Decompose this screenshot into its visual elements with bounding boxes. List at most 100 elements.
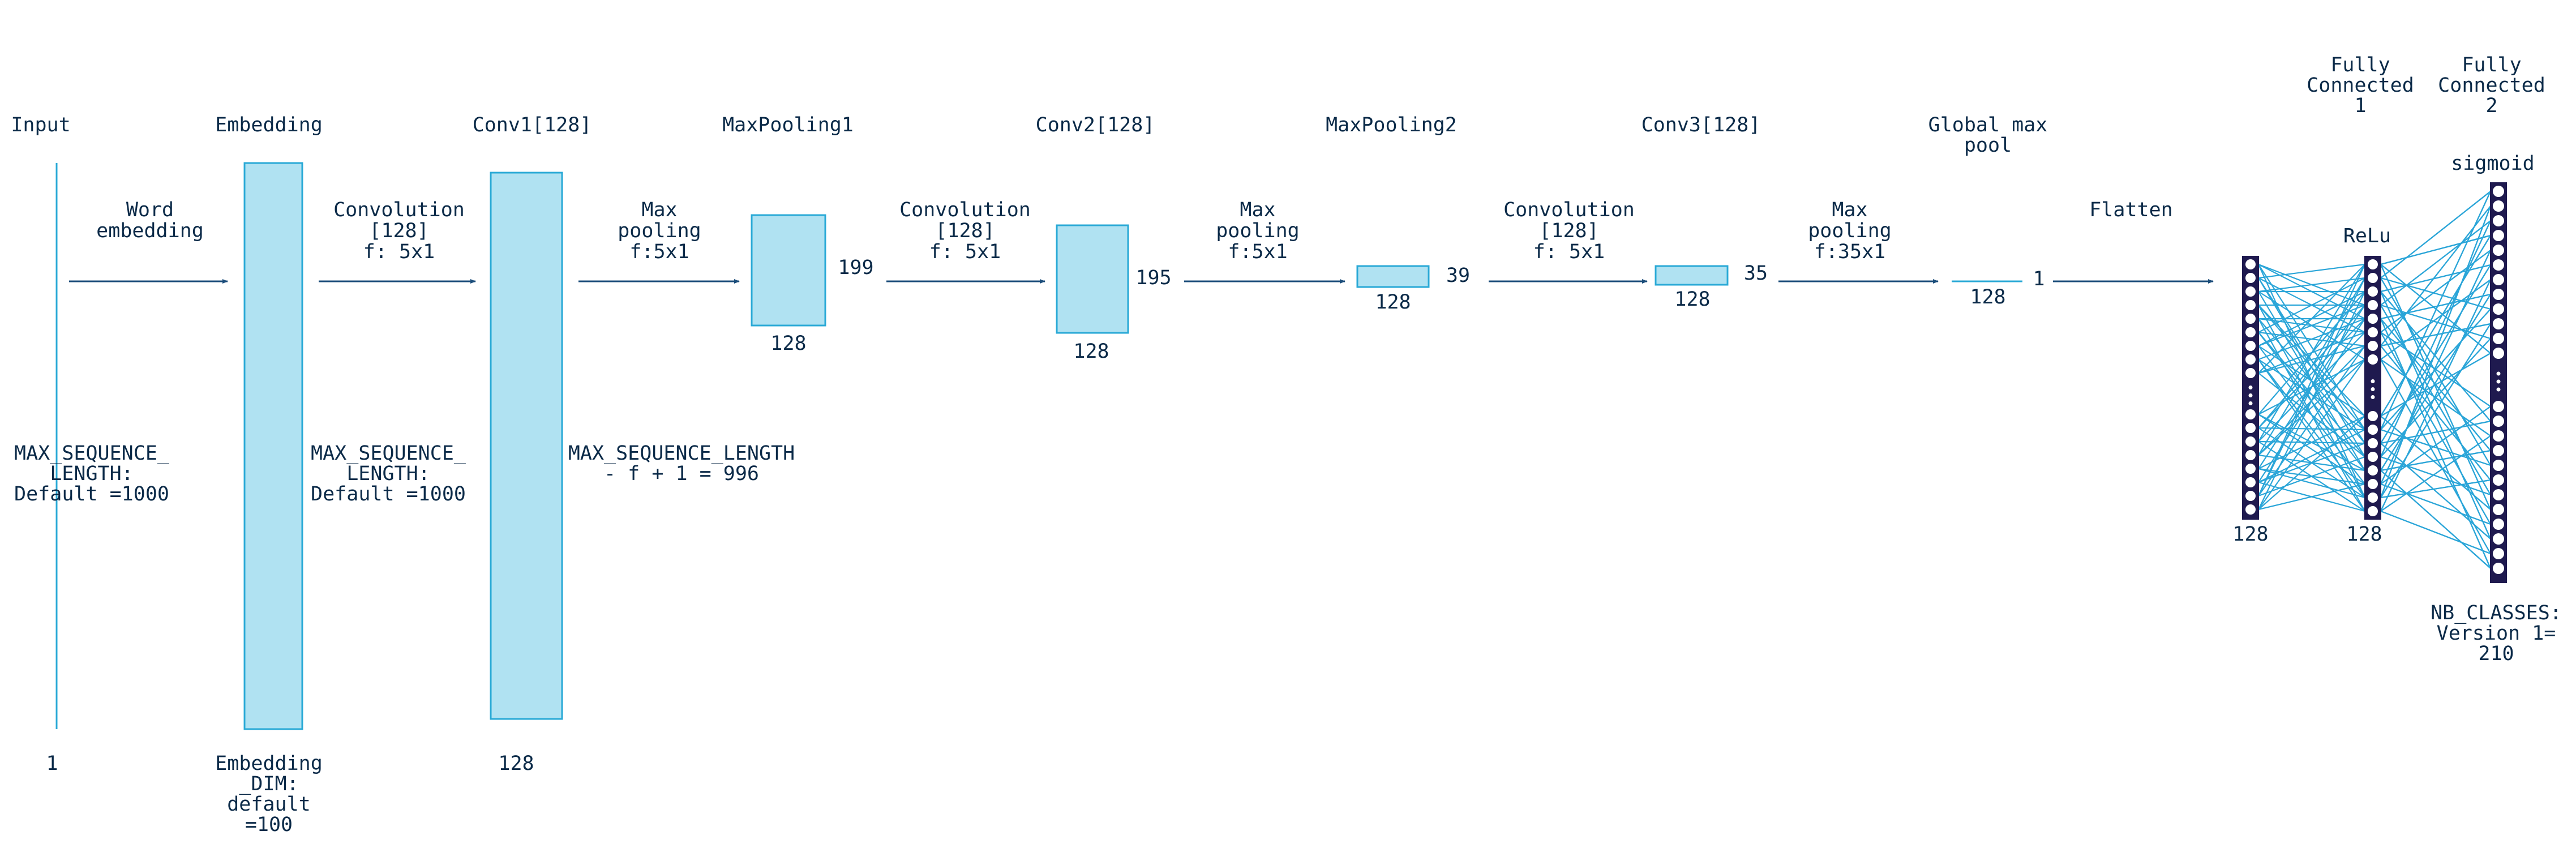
fc2-edge (2380, 323, 2491, 498)
conv1-dim-label: MAX_SEQUENCE_LENGTH - f + 1 = 996 (568, 442, 795, 485)
fc1-neuron (2368, 273, 2378, 283)
fc1-ellipsis-dot (2371, 395, 2375, 399)
fc2-edge (2380, 277, 2491, 310)
maxpool2-length-label: 39 (1446, 264, 1470, 287)
flatten-size-label: 128 (2232, 523, 2268, 546)
fc1-edge (2258, 304, 2365, 347)
fc2-edge (2380, 250, 2491, 333)
op-maxpool-b: Max pooling f:5x1 (1216, 199, 1300, 263)
fc2-edge (2380, 205, 2491, 346)
fc2-edge (2380, 470, 2491, 569)
fc2-neuron (2493, 401, 2504, 412)
fc2-neuron (2493, 563, 2504, 574)
op-convolution-b: Convolution [128] f: 5x1 (899, 199, 1031, 263)
fc1-neuron (2368, 452, 2378, 462)
fc2-edge (2380, 279, 2491, 360)
conv3-title: Conv3[128] (1641, 114, 1761, 136)
conv1-title: Conv1[128] (473, 114, 592, 136)
fc2-edge (2380, 479, 2491, 499)
conv1-depth-label: 128 (498, 752, 534, 775)
fc1-edge (2258, 359, 2365, 456)
fc1-edge (2258, 318, 2365, 429)
flatten-neuron (2245, 300, 2256, 310)
op-maxpool-c: Max pooling f:35x1 (1808, 199, 1892, 263)
fc2-neuron (2493, 245, 2504, 256)
fc2-neuron (2493, 259, 2504, 271)
flatten-neuron (2245, 327, 2256, 337)
maxpool1-depth-label: 128 (770, 332, 806, 355)
flatten-neuron (2245, 504, 2256, 515)
fc2-neuron (2493, 318, 2504, 329)
fc1-neuron (2368, 479, 2378, 489)
fc2-neuron (2493, 445, 2504, 456)
fc1-edge (2258, 277, 2365, 333)
flatten-neuron (2245, 450, 2256, 460)
maxpool2-title: MaxPooling2 (1326, 114, 1457, 136)
fc2-edge (2380, 353, 2491, 417)
fc2-edge (2380, 191, 2491, 279)
dense-edges-1 (2257, 263, 2366, 512)
conv2-length-label: 195 (1135, 267, 1171, 289)
fc2-edge (2380, 279, 2491, 512)
fc1-neuron (2368, 438, 2378, 448)
dense-edges-2 (2380, 191, 2492, 569)
fc2-edge (2380, 294, 2491, 471)
fc1-edge (2258, 372, 2365, 457)
embedding-title: Embedding (215, 114, 323, 136)
flatten-neuron (2245, 259, 2256, 269)
fc2-edge (2380, 359, 2491, 554)
fc2-edge (2380, 264, 2491, 354)
fc1-ellipsis-dot (2371, 387, 2375, 391)
fc2-neuron (2493, 289, 2504, 300)
fc2-edge (2380, 264, 2491, 444)
conv1-block (490, 172, 563, 720)
flatten-ellipsis-dot (2248, 393, 2253, 397)
fc2-edge (2380, 318, 2492, 569)
fc1-title: Fully Connected 1 (2307, 54, 2414, 117)
flatten-neuron (2245, 341, 2256, 351)
flatten-neuron (2245, 436, 2256, 447)
op-maxpool-a: Max pooling f:5x1 (618, 199, 701, 263)
fc2-edge (2380, 345, 2491, 481)
fc1-neuron (2368, 286, 2378, 297)
fc2-neuron (2493, 215, 2504, 226)
fc2-neuron (2493, 230, 2504, 241)
fc2-neuron (2493, 348, 2504, 359)
embedding-dim-label: MAX_SEQUENCE_ LENGTH: Default =1000 (311, 442, 466, 506)
fc2-edge (2380, 304, 2491, 340)
fc2-edge (2380, 291, 2491, 422)
flatten-neuron (2245, 273, 2256, 283)
fc2-edge (2380, 510, 2491, 555)
maxpool2-depth-label: 128 (1375, 291, 1411, 314)
fc2-edge (2380, 443, 2491, 539)
fc2-edge (2380, 291, 2492, 539)
flatten-neuron (2245, 423, 2256, 433)
conv3-depth-label: 128 (1674, 288, 1710, 311)
fc1-neuron (2368, 314, 2378, 324)
input-title: Input (11, 114, 70, 136)
fc1-edge (2258, 359, 2365, 430)
fc2-edge (2380, 416, 2491, 510)
fc1-edge (2258, 277, 2365, 293)
fc2-edge (2380, 305, 2491, 495)
fc1-size-label: 128 (2346, 523, 2382, 546)
fc2-activation-label: sigmoid (2451, 152, 2535, 175)
input-depth-label: 1 (46, 752, 58, 775)
fc2-neuron (2493, 519, 2504, 530)
global-pool-title: Global max pool (1928, 114, 2048, 157)
maxpool1-block (751, 214, 826, 327)
flatten-ellipsis-dot (2248, 401, 2253, 405)
fc2-neuron (2493, 460, 2504, 471)
flatten-neuron (2245, 477, 2256, 487)
conv2-depth-label: 128 (1073, 340, 1109, 363)
fc2-edge (2380, 234, 2491, 265)
fc2-ellipsis-dot (2496, 387, 2501, 392)
fc1-edge (2258, 345, 2365, 417)
fc2-edge (2380, 235, 2491, 417)
fc1-edge (2258, 456, 2365, 497)
fc1-edge (2258, 263, 2365, 279)
flatten-neuron (2245, 409, 2256, 419)
fc1-neuron (2368, 341, 2378, 351)
fc2-neuron (2493, 186, 2504, 197)
